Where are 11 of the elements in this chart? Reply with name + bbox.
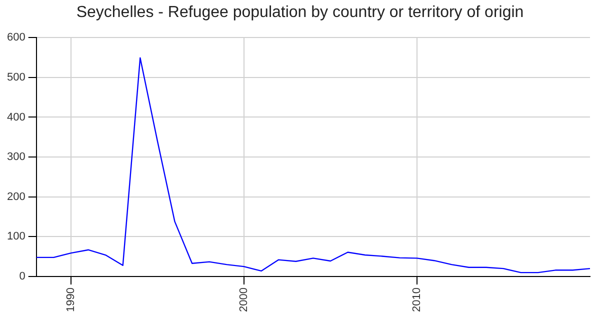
x-tick-label: 1990 bbox=[64, 288, 77, 312]
y-tick-label: 200 bbox=[6, 190, 26, 203]
y-tick-label: 500 bbox=[6, 71, 26, 84]
x-tick-label: 2010 bbox=[411, 288, 424, 312]
y-tick-label: 300 bbox=[6, 151, 26, 164]
y-tick-label: 0 bbox=[19, 270, 26, 283]
y-tick-label: 400 bbox=[6, 111, 26, 124]
chart-title: Seychelles - Refugee population by country or territory of origin bbox=[75, 4, 525, 22]
y-tick-label: 600 bbox=[6, 32, 26, 44]
x-tick-label: 2000 bbox=[238, 288, 250, 312]
y-tick-label: 100 bbox=[6, 230, 26, 243]
